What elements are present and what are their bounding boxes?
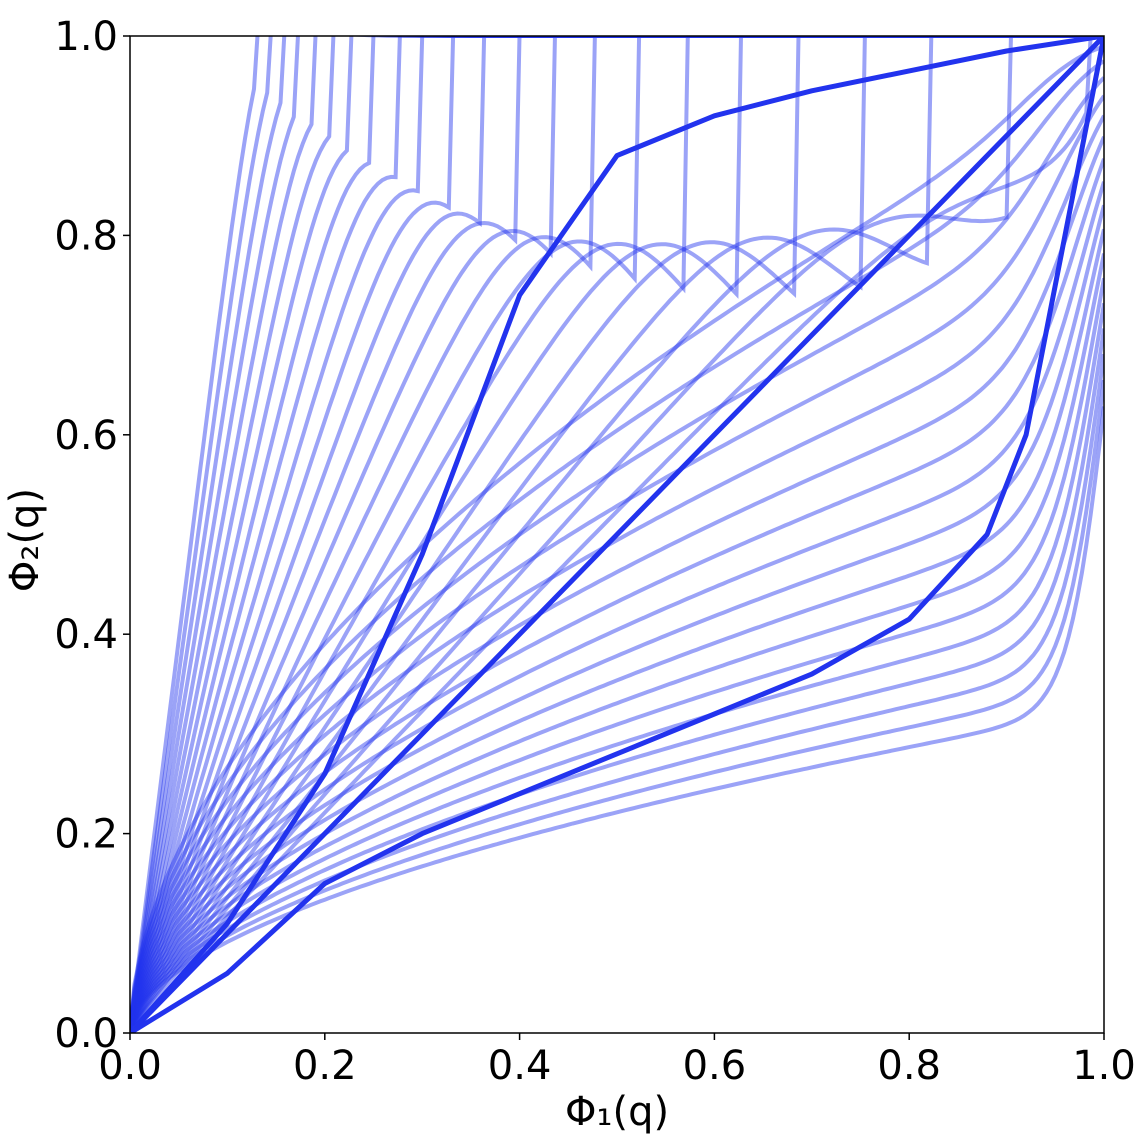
faint-curve — [130, 36, 1098, 1033]
x-tick-label: 0.2 — [293, 1043, 357, 1089]
faint-curve — [130, 353, 1104, 1033]
x-tick-label: 1.0 — [1072, 1043, 1136, 1089]
faint-curve — [130, 158, 1104, 1033]
faint-curve — [130, 36, 1104, 1033]
highlighted-curve-3 — [130, 36, 1104, 1033]
faint-curve — [130, 181, 1104, 1033]
highlighted-curve-2 — [130, 36, 1104, 1033]
faint-curve — [130, 36, 1104, 1033]
faint-curve — [130, 36, 1104, 1033]
faint-curve — [130, 36, 1104, 1033]
plot-frame — [129, 35, 1105, 1034]
tick-group: 0.0 0.2 0.4 0.6 0.8 1.0 0.0 0.2 0.4 0.6 0.8 1.0 — [54, 14, 1135, 1089]
faint-curve — [130, 36, 1104, 1033]
faint-curve — [130, 36, 1104, 1033]
y-axis-label: Φ₂(q) — [2, 488, 48, 592]
faint-curve — [130, 36, 1104, 1033]
faint-curve — [130, 36, 1104, 1033]
x-tick-label: 0.4 — [488, 1043, 552, 1089]
faint-curve — [130, 228, 1104, 1033]
x-tick-label: 0.0 — [98, 1043, 162, 1089]
faint-curve — [130, 136, 1104, 1033]
faint-curve — [130, 94, 1104, 1033]
faint-curve — [130, 302, 1104, 1033]
faint-curve — [130, 76, 1104, 1033]
faint-curve — [130, 36, 1104, 1033]
faint-curve — [130, 36, 1104, 1033]
y-tick-label: 0.4 — [54, 612, 118, 658]
faint-curve — [130, 253, 1104, 1033]
faint-curve — [130, 379, 1104, 1033]
x-tick-label: 0.6 — [683, 1043, 747, 1089]
faint-curve — [130, 36, 1104, 1033]
y-tick-label: 1.0 — [54, 14, 118, 60]
curve-group — [130, 36, 1104, 1033]
faint-curve — [130, 36, 1014, 1033]
y-tick-label: 0.6 — [54, 413, 118, 459]
faint-curve — [130, 36, 1104, 1033]
y-tick-label: 0.8 — [54, 213, 118, 259]
faint-curve — [130, 114, 1104, 1033]
faint-curve — [130, 328, 1104, 1033]
y-tick-label: 0.2 — [54, 812, 118, 858]
faint-curve — [130, 36, 1104, 1033]
faint-curve — [130, 36, 1104, 1033]
faint-curve — [130, 36, 1104, 1033]
faint-curve — [130, 36, 1104, 1033]
faint-curve — [130, 36, 1104, 1033]
faint-curve — [130, 44, 1104, 1033]
faint-curve — [130, 36, 1104, 1033]
x-tick-label: 0.8 — [877, 1043, 941, 1089]
y-tick-label: 0.0 — [54, 1011, 118, 1057]
faint-curve — [130, 59, 1104, 1033]
highlighted-curve-1 — [130, 36, 1104, 1033]
x-axis-label: Φ₁(q) — [565, 1089, 669, 1135]
